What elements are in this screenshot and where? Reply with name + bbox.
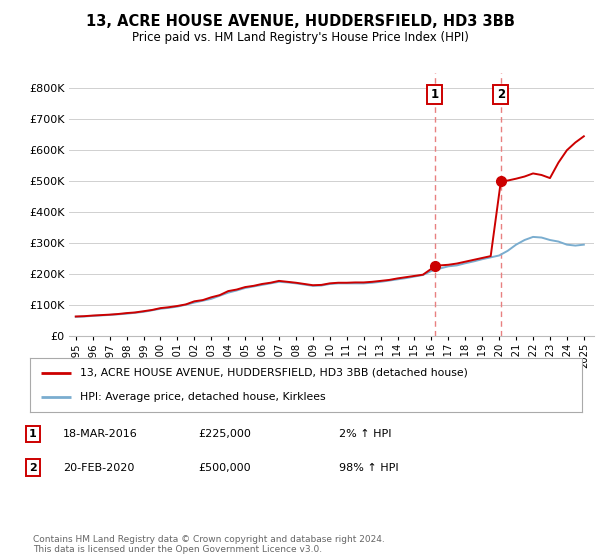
Text: 18-MAR-2016: 18-MAR-2016 bbox=[63, 429, 138, 439]
Text: £225,000: £225,000 bbox=[198, 429, 251, 439]
Text: Price paid vs. HM Land Registry's House Price Index (HPI): Price paid vs. HM Land Registry's House … bbox=[131, 31, 469, 44]
Text: 2: 2 bbox=[29, 463, 37, 473]
Text: HPI: Average price, detached house, Kirklees: HPI: Average price, detached house, Kirk… bbox=[80, 392, 325, 402]
Text: 1: 1 bbox=[431, 88, 439, 101]
Text: 1: 1 bbox=[29, 429, 37, 439]
Text: 13, ACRE HOUSE AVENUE, HUDDERSFIELD, HD3 3BB: 13, ACRE HOUSE AVENUE, HUDDERSFIELD, HD3… bbox=[86, 14, 514, 29]
Text: £500,000: £500,000 bbox=[198, 463, 251, 473]
Text: 98% ↑ HPI: 98% ↑ HPI bbox=[339, 463, 398, 473]
Text: 2: 2 bbox=[497, 88, 505, 101]
Text: Contains HM Land Registry data © Crown copyright and database right 2024.
This d: Contains HM Land Registry data © Crown c… bbox=[33, 535, 385, 554]
Text: 20-FEB-2020: 20-FEB-2020 bbox=[63, 463, 134, 473]
Text: 13, ACRE HOUSE AVENUE, HUDDERSFIELD, HD3 3BB (detached house): 13, ACRE HOUSE AVENUE, HUDDERSFIELD, HD3… bbox=[80, 368, 467, 378]
Text: 2% ↑ HPI: 2% ↑ HPI bbox=[339, 429, 391, 439]
